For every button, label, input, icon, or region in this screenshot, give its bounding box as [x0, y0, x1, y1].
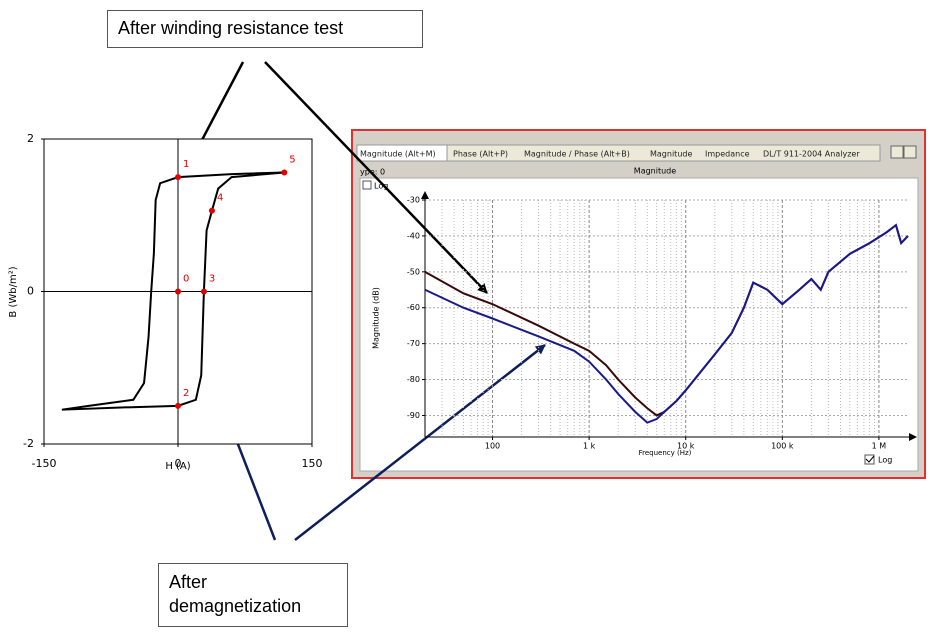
y-tick-label: -70	[407, 339, 420, 348]
log-label: Log	[878, 456, 892, 465]
data-line	[424, 223, 909, 424]
x-tick-label: -150	[32, 457, 57, 470]
tab-label: DL/T 911-2004 Analyzer	[763, 150, 860, 159]
x-tick-label: 100	[485, 442, 500, 451]
x-tick-label: 0	[175, 457, 182, 470]
arrow	[294, 344, 546, 541]
chart-title: Magnitude	[634, 167, 676, 176]
x-tick-label: 1 k	[583, 442, 596, 451]
tab-label: Magnitude (Alt+M)	[360, 150, 436, 159]
tab-label: Impedance	[705, 150, 750, 159]
x-tick-label: 10 k	[677, 442, 695, 451]
point-label: 1	[183, 159, 189, 170]
check	[865, 455, 875, 463]
arrow	[264, 61, 488, 294]
log-checkbox-top[interactable]	[362, 180, 372, 190]
y-tick-label: 2	[27, 132, 34, 145]
scroll-left[interactable]	[890, 145, 904, 159]
point-label: 4	[217, 193, 223, 204]
y-tick-label: -90	[407, 411, 420, 420]
x-tick-label: 100 k	[771, 442, 794, 451]
point	[175, 402, 181, 409]
point-label: 0	[183, 274, 189, 285]
y-tick-label: -30	[407, 196, 420, 205]
log-checkbox-bottom[interactable]	[864, 454, 875, 465]
y-tick-label: 0	[27, 285, 34, 298]
y-tick-label: -50	[407, 267, 420, 276]
y-tick-label: -60	[407, 303, 420, 312]
x-tick-label: 150	[302, 457, 323, 470]
tab-label: Magnitude / Phase (Alt+B)	[524, 150, 630, 159]
point	[281, 169, 288, 176]
y-tick-label: -40	[407, 231, 420, 240]
plot-panel	[359, 177, 919, 472]
active-tab[interactable]	[356, 144, 448, 162]
point	[175, 174, 181, 181]
y-tick-label: -2	[23, 437, 34, 450]
callout: After demagnetization	[158, 563, 348, 627]
x-axis-label: Frequency (Hz)	[639, 449, 692, 457]
y-tick-label: -80	[407, 375, 420, 384]
type-label: ype: 0	[360, 168, 385, 177]
point-label: 3	[209, 274, 215, 285]
point	[208, 207, 215, 214]
x-axis-label: H (A)	[165, 461, 190, 472]
scroll-right[interactable]	[903, 145, 917, 159]
log-label: Log	[374, 182, 388, 191]
point-label: 5	[289, 155, 295, 166]
point	[175, 288, 181, 295]
tab-label: Magnitude	[650, 150, 692, 159]
point	[200, 288, 207, 295]
y-axis-label: Magnitude (dB)	[372, 287, 381, 349]
callout: After winding resistance test	[107, 10, 423, 48]
y-axis-label: B (Wb/m²)	[8, 266, 19, 317]
data-line	[61, 171, 285, 411]
tab-label: Phase (Alt+P)	[453, 150, 508, 159]
x-tick-label: 1 M	[872, 442, 887, 451]
point-label: 2	[183, 388, 189, 399]
